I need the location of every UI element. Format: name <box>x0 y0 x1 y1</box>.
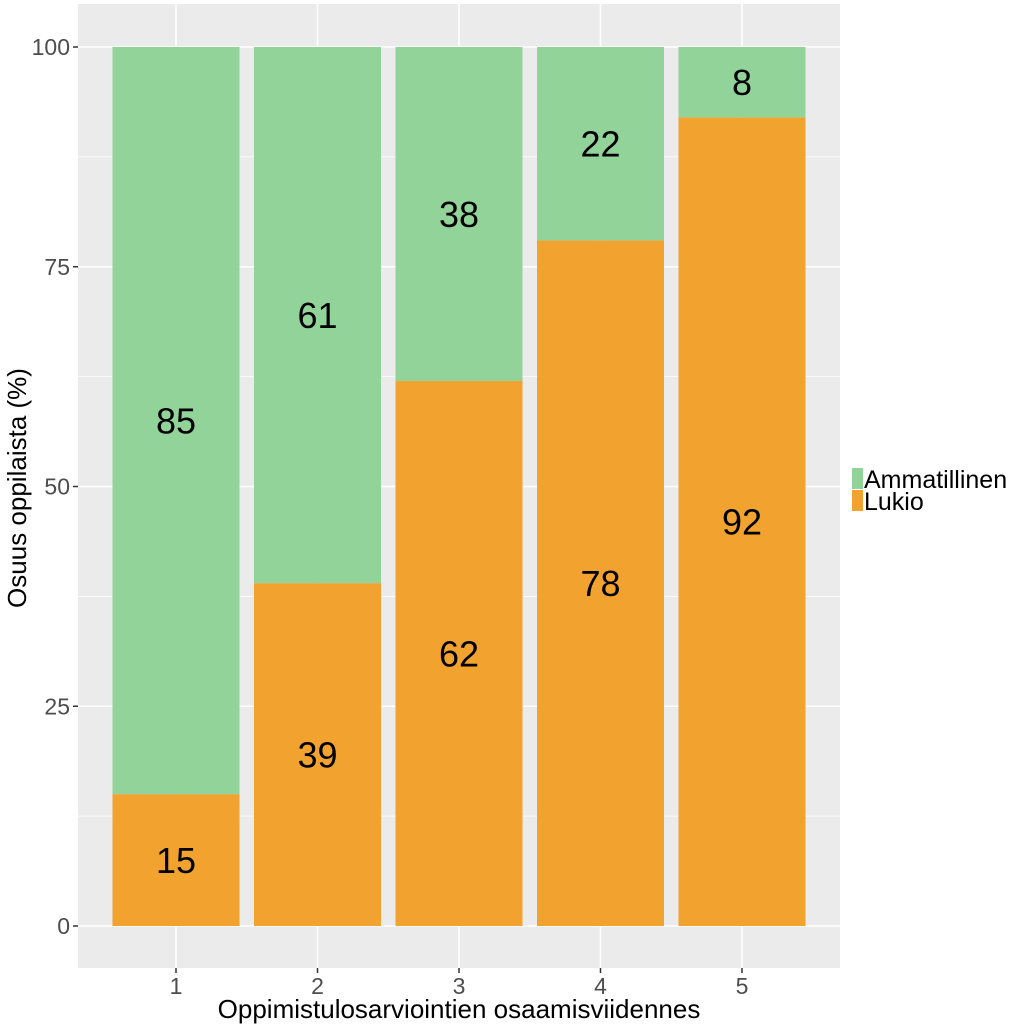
legend-label-lukio: Lukio <box>864 488 924 516</box>
x-tick-label: 5 <box>736 973 749 999</box>
bar-value-label-ammatillinen: 61 <box>297 295 337 336</box>
bar-labels: 15 85 39 61 62 38 78 22 92 8 <box>156 62 762 881</box>
bar-segment-lukio <box>678 117 806 926</box>
bar-segment-lukio <box>254 583 381 926</box>
legend-key-ammatillinen <box>852 468 863 489</box>
bar-value-label-ammatillinen: 38 <box>439 194 479 235</box>
x-tick-label: 3 <box>453 973 466 999</box>
bar-segment-ammatillinen <box>678 47 806 118</box>
x-tick-label: 4 <box>594 973 607 999</box>
x-tick-label: 2 <box>311 973 324 999</box>
bar-segment-ammatillinen <box>254 47 381 584</box>
bar-segment-lukio <box>395 381 523 926</box>
bar-value-label-lukio: 62 <box>439 634 479 675</box>
y-axis-title: Osuus oppilaista (%) <box>2 368 32 608</box>
bar-value-label-ammatillinen: 8 <box>732 62 752 103</box>
y-tick-label: 0 <box>57 913 70 939</box>
x-tick-label: 1 <box>170 973 183 999</box>
bar-segment-ammatillinen <box>112 47 240 795</box>
y-axis: 0 25 50 75 100 <box>32 34 78 939</box>
bar-value-label-ammatillinen: 85 <box>156 401 196 442</box>
y-tick-label: 25 <box>44 693 70 719</box>
bar-value-label-lukio: 78 <box>580 563 620 604</box>
y-tick-label: 50 <box>44 474 70 500</box>
legend: Ammatillinen Lukio <box>852 466 1007 516</box>
bar-value-label-lukio: 92 <box>722 502 762 543</box>
bar-segment-ammatillinen <box>537 47 664 241</box>
bar-value-label-ammatillinen: 22 <box>580 124 620 165</box>
legend-key-lukio <box>852 490 863 511</box>
bar-value-label-lukio: 15 <box>156 840 196 881</box>
y-tick-label: 100 <box>32 34 70 60</box>
x-axis-title: Oppimistulosarviointien osaamisviidennes <box>218 994 701 1024</box>
bar-segment-lukio <box>112 794 240 926</box>
x-axis: 1 2 3 4 5 <box>170 968 749 999</box>
y-tick-label: 75 <box>44 254 70 280</box>
bars <box>112 47 806 926</box>
bar-value-label-lukio: 39 <box>297 735 337 776</box>
legend-label-ammatillinen: Ammatillinen <box>864 466 1007 494</box>
bar-segment-lukio <box>537 240 664 926</box>
bar-segment-ammatillinen <box>395 47 523 382</box>
